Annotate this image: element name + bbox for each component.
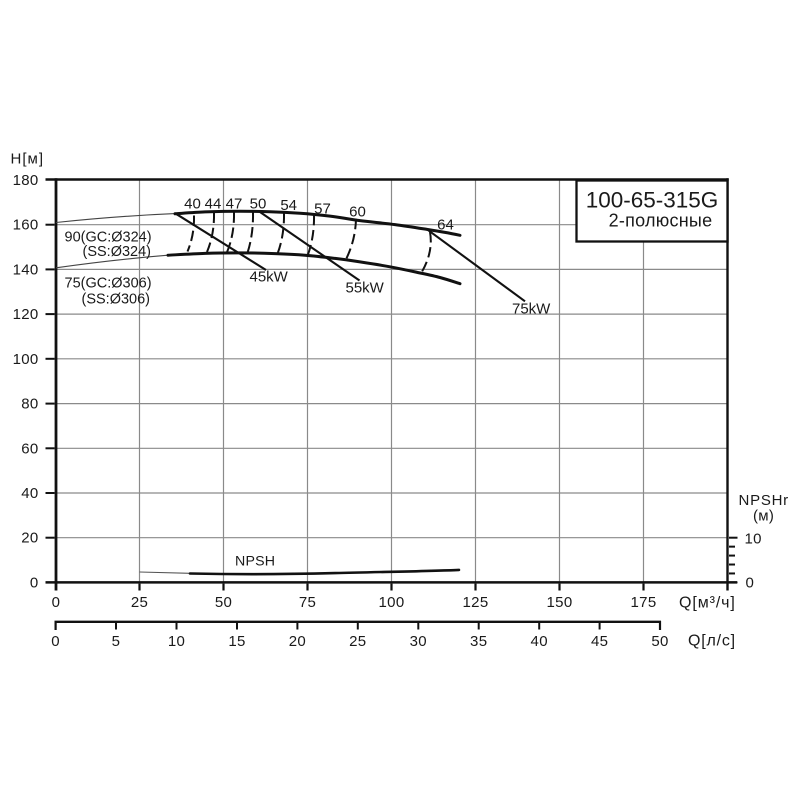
svg-text:75(GC:Ø306): 75(GC:Ø306) (65, 276, 152, 292)
svg-text:Q[л/с]: Q[л/с] (688, 633, 736, 650)
svg-text:50: 50 (215, 594, 232, 611)
svg-text:2-полюсные: 2-полюсные (609, 211, 713, 231)
svg-text:64: 64 (437, 217, 454, 234)
svg-text:40: 40 (184, 196, 201, 213)
svg-text:10: 10 (168, 633, 185, 650)
svg-text:H[м]: H[м] (11, 151, 44, 168)
svg-text:0: 0 (30, 574, 39, 591)
svg-text:25: 25 (131, 594, 148, 611)
svg-text:(SS:Ø306): (SS:Ø306) (82, 291, 151, 307)
svg-text:160: 160 (13, 217, 39, 234)
svg-text:45kW: 45kW (250, 269, 289, 286)
svg-text:45: 45 (591, 633, 608, 650)
svg-text:57: 57 (314, 201, 331, 218)
svg-text:0: 0 (51, 633, 60, 650)
svg-text:175: 175 (631, 594, 657, 611)
svg-text:Q[м³/ч]: Q[м³/ч] (679, 595, 736, 612)
svg-text:30: 30 (410, 633, 427, 650)
svg-text:100: 100 (379, 594, 405, 611)
svg-text:50: 50 (250, 196, 267, 213)
svg-text:20: 20 (21, 530, 38, 547)
svg-text:35: 35 (470, 633, 487, 650)
svg-text:25: 25 (349, 633, 366, 650)
svg-text:20: 20 (289, 633, 306, 650)
svg-text:0: 0 (52, 594, 61, 611)
svg-text:(м): (м) (753, 508, 774, 525)
svg-text:(SS:Ø324): (SS:Ø324) (83, 244, 152, 260)
svg-text:0: 0 (746, 575, 755, 592)
svg-text:125: 125 (463, 594, 489, 611)
svg-text:75: 75 (299, 594, 316, 611)
svg-text:47: 47 (226, 196, 243, 213)
svg-text:80: 80 (21, 396, 38, 413)
svg-text:15: 15 (228, 633, 245, 650)
svg-text:10: 10 (745, 531, 762, 548)
svg-text:100-65-315G: 100-65-315G (586, 188, 719, 213)
svg-text:NPSH: NPSH (235, 554, 275, 570)
svg-text:180: 180 (13, 172, 39, 189)
svg-text:150: 150 (547, 594, 573, 611)
svg-text:NPSHr: NPSHr (739, 492, 789, 509)
svg-text:120: 120 (13, 306, 39, 323)
svg-text:50: 50 (651, 633, 668, 650)
svg-text:40: 40 (531, 633, 548, 650)
svg-text:5: 5 (112, 633, 121, 650)
svg-text:75kW: 75kW (512, 301, 551, 318)
svg-text:44: 44 (205, 196, 222, 213)
svg-text:140: 140 (13, 261, 39, 278)
svg-text:40: 40 (21, 485, 38, 502)
svg-text:90(GC:Ø324): 90(GC:Ø324) (65, 230, 152, 246)
svg-text:55kW: 55kW (346, 280, 385, 297)
svg-text:60: 60 (349, 204, 366, 221)
svg-text:60: 60 (21, 440, 38, 457)
svg-text:100: 100 (13, 351, 39, 368)
svg-text:54: 54 (280, 197, 297, 214)
